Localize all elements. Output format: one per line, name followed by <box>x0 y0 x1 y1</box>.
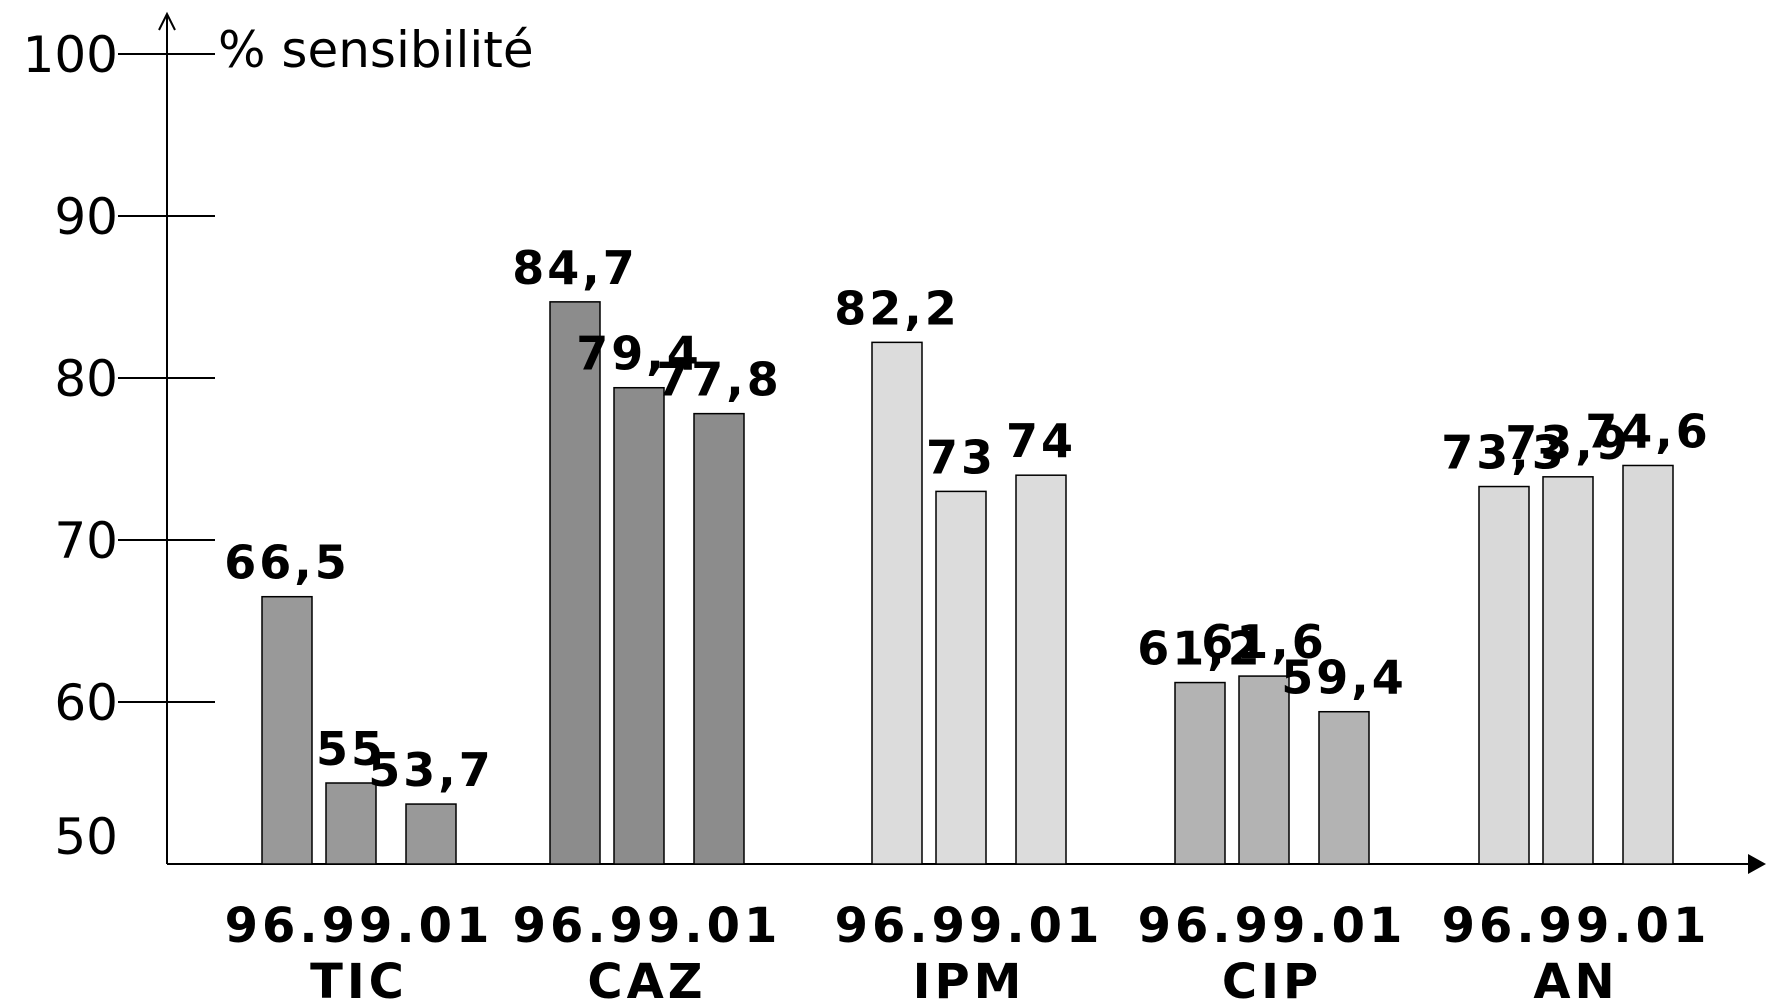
bar-ipm-3 <box>1015 474 1067 865</box>
bar-ipm-1 <box>871 341 923 865</box>
bar-cip-3 <box>1318 710 1370 865</box>
category-years-label: 96.99.01 <box>225 898 494 954</box>
category-years-label: 96.99.01 <box>835 898 1104 954</box>
value-label: 73,3 <box>1441 426 1567 480</box>
y-axis-arrow-icon <box>158 11 176 31</box>
value-label: 74,6 <box>1585 404 1711 458</box>
category-name-label: TIC <box>310 954 408 1008</box>
bar-caz-2 <box>613 386 665 865</box>
bar-an-3 <box>1622 464 1674 865</box>
bar-cip-2 <box>1238 675 1290 865</box>
category-name-label: CAZ <box>587 954 706 1008</box>
bar-caz-1 <box>549 301 601 865</box>
value-label: 74 <box>1006 414 1076 468</box>
y-tick-label: 60 <box>54 674 118 732</box>
bar-an-1 <box>1478 485 1530 865</box>
category-name-label: CIP <box>1222 954 1322 1008</box>
category-labels: 96.99.01TIC96.99.01CAZ96.99.01IPM96.99.0… <box>225 898 1711 1008</box>
x-axis-arrow-icon <box>1748 854 1766 874</box>
bar-tic-1 <box>261 595 313 865</box>
y-tick-label: 80 <box>54 350 118 408</box>
value-label: 61,2 <box>1137 622 1263 676</box>
category-years-label: 96.99.01 <box>513 898 782 954</box>
value-label: 59,4 <box>1281 651 1407 705</box>
bar-tic-3 <box>405 803 457 865</box>
value-label: 77,8 <box>656 353 782 407</box>
category-name-label: IPM <box>913 954 1026 1008</box>
y-tick-labels: 50 60 70 80 90 100 <box>23 26 118 866</box>
bar-ipm-2 <box>935 490 987 865</box>
y-tick-label: 100 <box>23 26 118 84</box>
bar-tic-2 <box>325 782 377 865</box>
y-tick-label: 70 <box>54 512 118 570</box>
value-label: 55 <box>316 722 386 776</box>
category-name-label: AN <box>1533 954 1618 1008</box>
value-label: 73 <box>926 430 996 484</box>
y-axis-label: % sensibilité <box>218 21 534 79</box>
bars <box>261 301 1674 865</box>
bar-an-2 <box>1542 476 1594 865</box>
value-label: 84,7 <box>512 241 638 295</box>
value-label: 82,2 <box>834 281 960 335</box>
value-label: 53,7 <box>368 743 494 797</box>
bar-cip-1 <box>1174 681 1226 865</box>
y-tick-label: 90 <box>54 188 118 246</box>
category-years-label: 96.99.01 <box>1442 898 1711 954</box>
category-years-label: 96.99.01 <box>1138 898 1407 954</box>
value-label: 66,5 <box>224 536 350 590</box>
value-label: 73,9 <box>1505 416 1631 470</box>
y-tick-label: 50 <box>54 808 118 866</box>
bar-caz-3 <box>693 412 745 865</box>
value-label: 61,6 <box>1201 615 1327 669</box>
value-label: 79,4 <box>576 327 702 381</box>
